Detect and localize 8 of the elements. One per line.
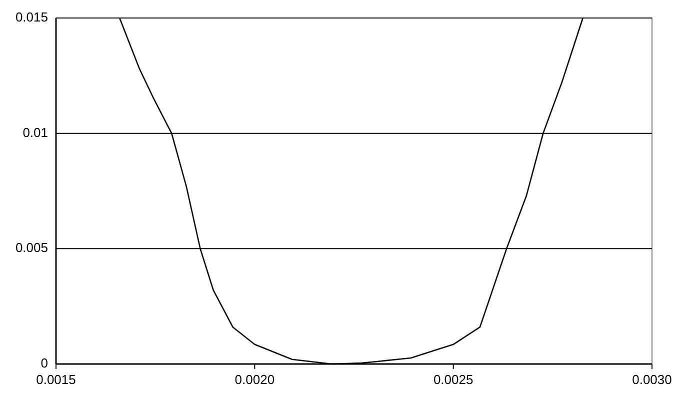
y-tick-label: 0	[40, 355, 48, 370]
x-tick-label: 0.0030	[632, 372, 672, 387]
y-tick-label: 0.005	[15, 240, 48, 256]
x-tick-label: 0.0015	[36, 372, 76, 387]
x-tick-label: 0.0025	[433, 372, 474, 387]
x-tick-label: 0.0020	[234, 372, 275, 387]
y-tick-label: 0.01	[22, 124, 48, 140]
y-tick-label: 0.015	[15, 9, 48, 24]
